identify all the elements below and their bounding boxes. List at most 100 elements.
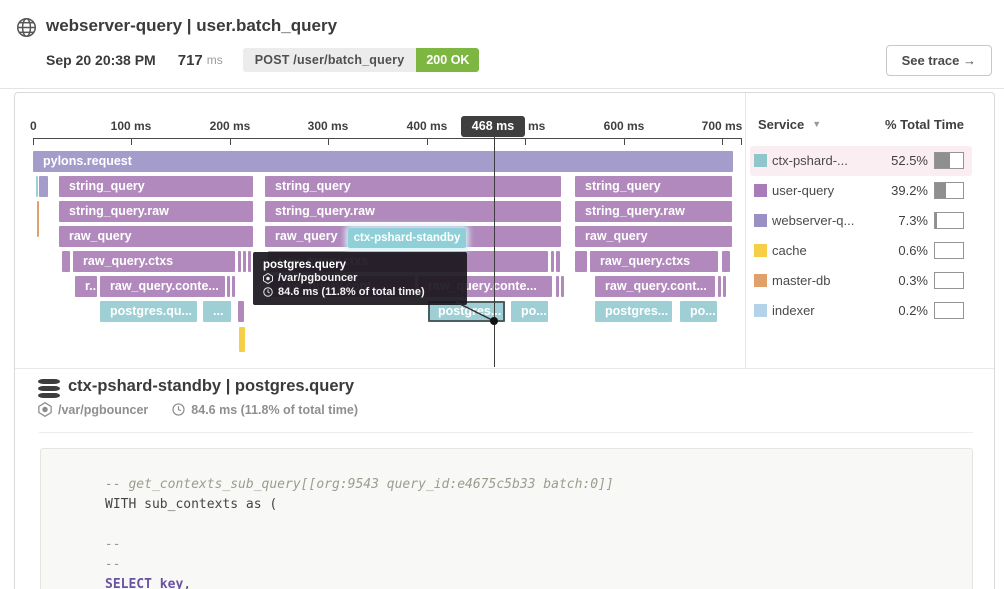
flame-span[interactable] (551, 251, 554, 272)
code-line: -- get_contexts_sub_query[[org:9543 quer… (105, 477, 614, 492)
service-row[interactable]: webserver-q... 7.3% (750, 206, 972, 236)
detail-divider (39, 432, 973, 433)
flame-span[interactable]: postgres.qu... (100, 301, 197, 322)
flame-span[interactable] (232, 276, 235, 297)
request-meta: Sep 20 20:38 PM 717 ms POST /user/batch_… (46, 48, 480, 72)
flame-span[interactable] (243, 251, 246, 272)
service-percent-bar (934, 212, 964, 229)
code-line: SELECT key, (105, 577, 192, 589)
service-color-swatch (754, 154, 767, 167)
service-row[interactable]: cache 0.6% (750, 236, 972, 266)
flame-span[interactable] (561, 276, 564, 297)
flame-span[interactable] (39, 176, 48, 197)
service-color-swatch (754, 304, 767, 317)
axis-tick-mark (525, 138, 526, 145)
hexagon-icon (38, 402, 52, 417)
flame-span[interactable]: string_query (265, 176, 561, 197)
code-line: WITH sub_contexts as ( (105, 497, 278, 512)
tooltip-span-name: postgres.query (263, 259, 347, 271)
flame-span[interactable] (238, 301, 244, 322)
flame-span[interactable]: string_query (575, 176, 732, 197)
header-divider (0, 88, 1004, 89)
service-percent: 52.5% (891, 153, 928, 168)
flame-span[interactable] (718, 276, 721, 297)
flame-span[interactable] (239, 327, 245, 352)
flame-span[interactable] (248, 251, 251, 272)
axis-tick-mark (131, 138, 132, 145)
axis-baseline (33, 138, 741, 139)
flame-span[interactable] (62, 251, 70, 272)
axis-tick-label: 400 ms (406, 119, 448, 133)
flame-span[interactable] (37, 201, 39, 237)
flame-span[interactable]: po... (680, 301, 717, 322)
time-cursor-line (494, 137, 495, 367)
hover-service-chip: ctx-pshard-standby (348, 228, 466, 248)
method-path-badge: POST /user/batch_query (242, 48, 417, 72)
see-trace-button[interactable]: See trace → (885, 45, 992, 76)
selected-span-title: ctx-pshard-standby | postgres.query (68, 377, 355, 395)
flame-span[interactable]: raw_query.ctxs (73, 251, 235, 272)
flame-span[interactable] (556, 251, 560, 272)
flame-span[interactable]: string_query.raw (265, 201, 561, 222)
flame-span[interactable]: raw_query.ctxs (590, 251, 718, 272)
service-name: user-query (772, 183, 835, 198)
flame-span[interactable] (36, 176, 38, 197)
service-percent: 0.3% (898, 273, 928, 288)
service-percent: 0.6% (898, 243, 928, 258)
flame-span[interactable] (723, 276, 726, 297)
service-name: indexer (772, 303, 815, 318)
flame-span[interactable]: raw_query (575, 226, 732, 247)
service-percent-bar (934, 302, 964, 319)
service-percent: 39.2% (891, 183, 928, 198)
flame-span[interactable] (575, 251, 587, 272)
axis-tick-label: 200 ms (209, 119, 251, 133)
tooltip-duration: 84.6 ms (11.8% of total time) (278, 285, 425, 298)
flame-span[interactable]: string_query.raw (575, 201, 732, 222)
service-percent-bar (934, 182, 964, 199)
axis-tick-mark (722, 138, 723, 145)
flame-span[interactable]: string_query.raw (59, 201, 253, 222)
axis-tick-mark (230, 138, 231, 145)
flame-span[interactable]: ... (203, 301, 231, 322)
service-row[interactable]: indexer 0.2% (750, 296, 972, 326)
flame-span[interactable]: r... (75, 276, 97, 297)
duration-value: 717 (177, 51, 203, 69)
axis-tick-label: 600 ms (603, 119, 645, 133)
code-line (105, 515, 972, 535)
flame-span[interactable]: pylons.request (33, 151, 733, 172)
flame-span[interactable]: po... (511, 301, 548, 322)
axis-tick-mark (328, 138, 329, 145)
service-percent-bar (934, 152, 964, 169)
flame-span[interactable] (722, 251, 730, 272)
time-cursor-badge: 468 ms (461, 116, 525, 137)
code-line: -- (105, 537, 121, 552)
flame-span[interactable]: postgres... (595, 301, 672, 322)
service-percent: 0.2% (898, 303, 928, 318)
service-row[interactable]: master-db 0.3% (750, 266, 972, 296)
service-color-swatch (754, 184, 767, 197)
axis-tick-mark (427, 138, 428, 145)
axis-tick-mark (624, 138, 625, 145)
flame-span[interactable] (556, 276, 559, 297)
flame-span[interactable] (227, 276, 230, 297)
axis-tick-mark (741, 138, 742, 145)
span-tooltip: postgres.query /var/pgbouncer 84.6 ms (1… (253, 252, 467, 305)
axis-tick-label: 700 ms (701, 119, 743, 133)
flame-span[interactable]: string_query (59, 176, 253, 197)
sidebar-divider (745, 93, 746, 368)
status-badge: 200 OK (416, 48, 480, 72)
service-color-swatch (754, 244, 767, 257)
flame-span[interactable] (238, 251, 241, 272)
service-row[interactable]: ctx-pshard-... 52.5% (750, 146, 972, 176)
service-row[interactable]: user-query 39.2% (750, 176, 972, 206)
flame-span[interactable]: raw_query.conte... (100, 276, 225, 297)
hexagon-icon (263, 273, 273, 285)
selected-span-meta: /var/pgbouncer 84.6 ms (11.8% of total t… (38, 402, 358, 417)
flame-span[interactable]: raw_query.cont... (595, 276, 715, 297)
service-color-swatch (754, 274, 767, 287)
sql-query-block: -- get_contexts_sub_query[[org:9543 quer… (40, 448, 973, 589)
services-column-header[interactable]: Service ▼ (758, 117, 822, 132)
flame-span[interactable]: raw_query (59, 226, 253, 247)
total-time-column-header: % Total Time (885, 117, 964, 132)
